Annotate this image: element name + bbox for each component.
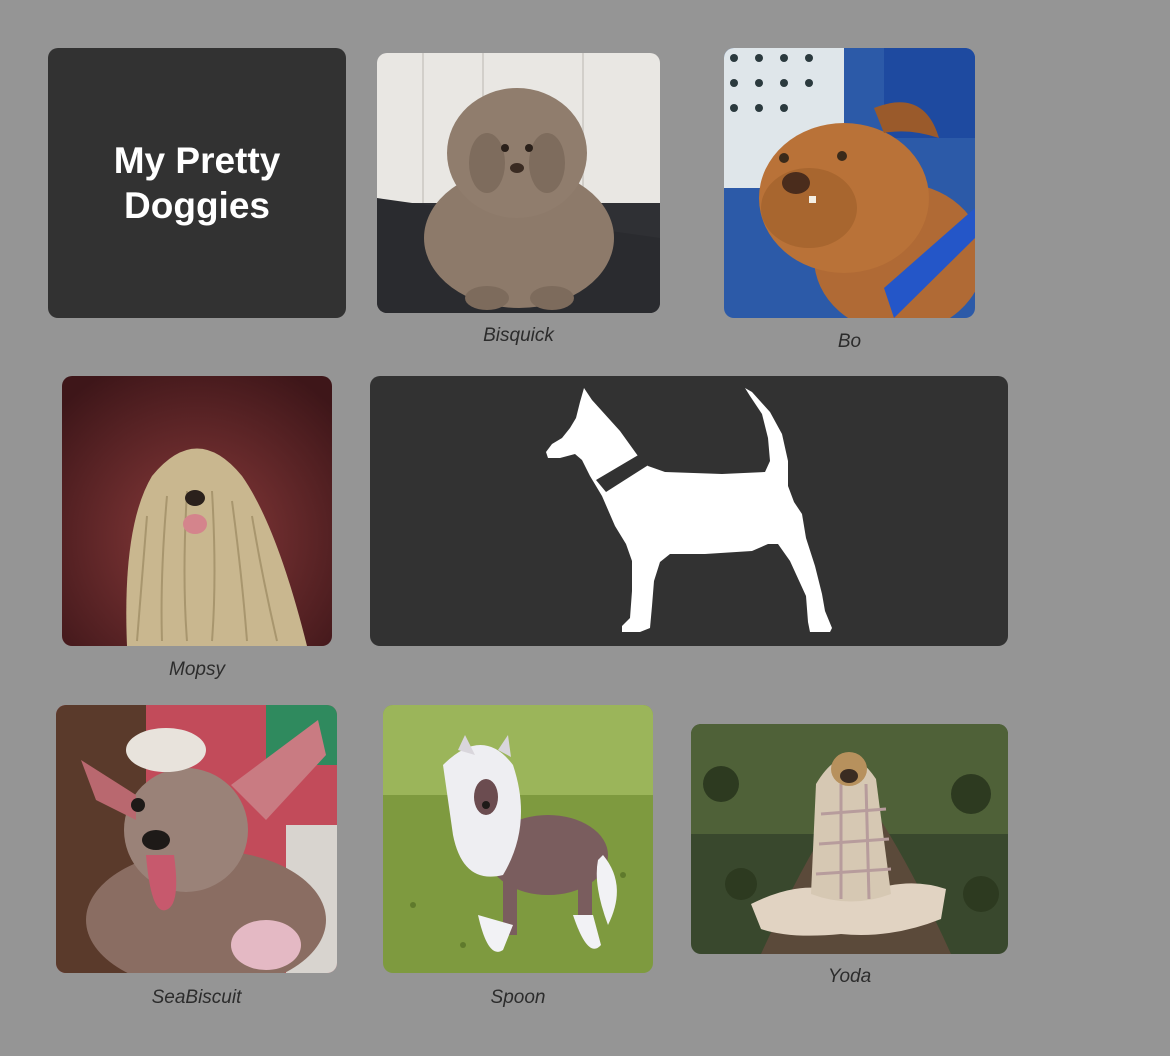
dog-photo-mopsy[interactable] <box>62 376 332 646</box>
dog-caption-mopsy: Mopsy <box>169 659 225 680</box>
dog-caption-bisquick: Bisquick <box>483 325 554 346</box>
dog-photo-bo[interactable] <box>724 48 975 318</box>
feature-card <box>370 376 1008 646</box>
dog-caption-seabiscuit: SeaBiscuit <box>151 987 242 1008</box>
dog-photo-bisquick[interactable] <box>377 53 660 313</box>
dog-photo-spoon[interactable] <box>383 705 653 973</box>
dog-photo-yoda[interactable] <box>691 724 1008 954</box>
page-title: My Pretty Doggies <box>113 140 281 226</box>
title-card: My Pretty Doggies <box>48 48 346 318</box>
dog-photo-seabiscuit[interactable] <box>56 705 337 973</box>
dog-caption-bo: Bo <box>837 331 862 352</box>
dog-silhouette-icon <box>546 388 832 632</box>
dog-caption-yoda: Yoda <box>827 966 872 987</box>
dog-caption-spoon: Spoon <box>490 987 546 1008</box>
